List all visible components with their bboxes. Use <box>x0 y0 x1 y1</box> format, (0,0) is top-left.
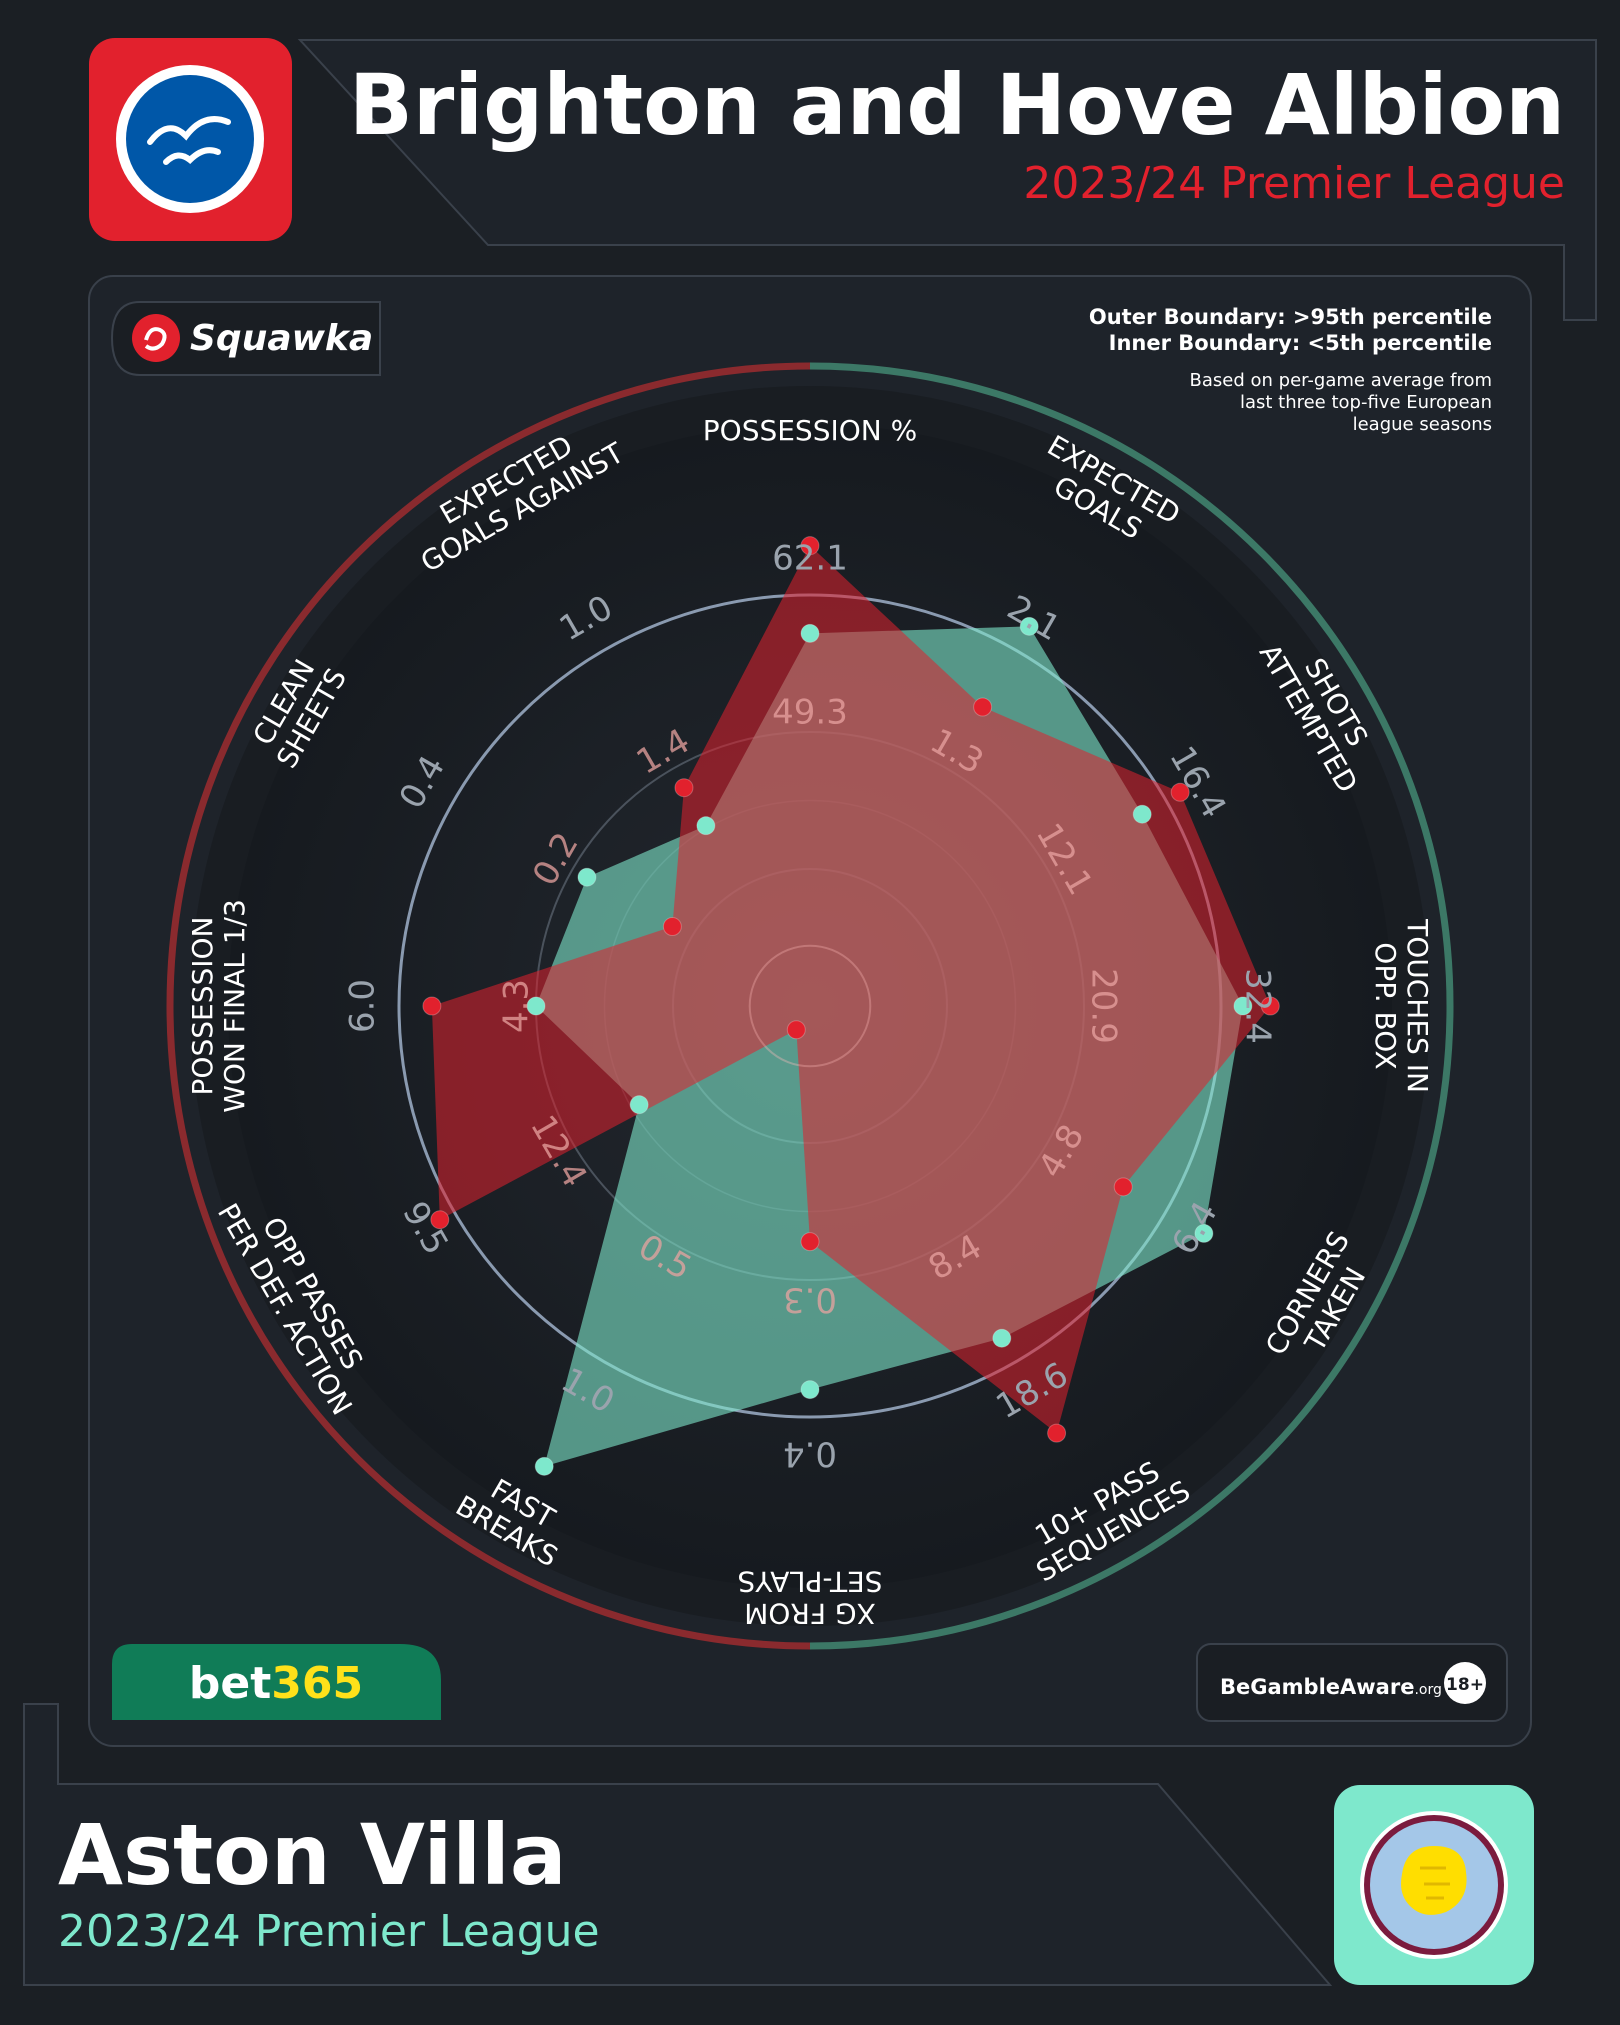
seagull-crest-icon <box>147 116 231 165</box>
header-badge <box>89 38 292 241</box>
data-point-series2-axis10 <box>526 996 546 1016</box>
data-point-series2-axis11 <box>577 867 597 887</box>
data-point-series2-axis9 <box>629 1095 649 1115</box>
tick-label-axis10-2: 6.0 <box>343 979 383 1033</box>
axis-label-10: POSSESSION WON FINAL 1/3 <box>186 899 251 1113</box>
note-basis-line1: Based on per-game average from <box>1190 370 1492 391</box>
axis-label-line-7-2: SET-PLAYS <box>737 1565 882 1598</box>
note-inner-boundary: Inner Boundary: <5th percentile <box>1109 331 1492 355</box>
center-marker <box>748 944 872 1068</box>
gamble-aware-badge: BeGambleAware.org 18+ <box>1196 1643 1508 1722</box>
data-point-series2-axis5 <box>1194 1223 1214 1243</box>
axis-label-line-4-2: OPP. BOX <box>1369 942 1402 1069</box>
data-point-series1-axis10 <box>422 996 442 1016</box>
radar-series <box>422 536 1280 1476</box>
tick-label-axis7-1: 0.3 <box>783 1280 837 1320</box>
axis-label-line-10-1: POSSESSION <box>186 917 219 1096</box>
header-subtitle: 2023/24 Premier League <box>1023 158 1565 209</box>
gamble-aware-name: BeGambleAware <box>1220 1675 1414 1699</box>
sponsor-wordmark-suffix: 365 <box>271 1658 363 1709</box>
data-point-series2-axis2 <box>1019 616 1039 636</box>
tick-label-axis10-1: 4.3 <box>497 979 537 1033</box>
lion-crest-icon <box>1401 1846 1467 1915</box>
outer-arc-team1 <box>166 362 811 1650</box>
tick-label-axis1-1: 49.3 <box>772 693 848 733</box>
data-point-series1-axis1 <box>800 536 820 556</box>
axis-label-line-7-1: XG FROM <box>744 1597 876 1630</box>
gamble-aware-suffix: .org <box>1414 1682 1441 1698</box>
data-point-series2-axis1 <box>800 623 820 643</box>
data-point-series1-axis2 <box>973 697 993 717</box>
data-point-series1-axis6 <box>1047 1423 1067 1443</box>
data-point-series2-axis8 <box>534 1456 554 1476</box>
note-basis-line2: last three top-five European <box>1240 392 1492 413</box>
header-team-name: Brighton and Hove Albion <box>349 56 1565 154</box>
axis-label-1: POSSESSION % <box>703 414 917 447</box>
data-point-series2-axis7 <box>800 1380 820 1400</box>
data-point-series2-axis12 <box>696 816 716 836</box>
tick-label-axis4-1: 20.9 <box>1084 968 1124 1044</box>
squawka-logo: Squawka <box>110 301 381 376</box>
data-point-series2-axis6 <box>992 1328 1012 1348</box>
sponsor-wordmark-prefix: bet <box>189 1658 271 1709</box>
data-point-series1-axis12 <box>674 778 694 798</box>
footer-frame <box>23 1703 1333 1986</box>
gamble-aware-text: BeGambleAware.org <box>1220 1675 1442 1699</box>
axis-label-line-10-2: WON FINAL 1/3 <box>218 899 251 1113</box>
header-frame <box>297 39 1597 321</box>
series-area-1 <box>431 545 1271 1434</box>
tick-label-axis7-2: 0.4 <box>783 1434 837 1474</box>
note-basis-line3: league seasons <box>1353 414 1492 435</box>
data-point-series1-axis7 <box>800 1232 820 1252</box>
data-point-series1-axis5 <box>1113 1177 1133 1197</box>
axis-label-line-4-1: TOUCHES IN <box>1401 918 1434 1093</box>
footer-team-name: Aston Villa <box>58 1806 567 1904</box>
data-point-series1-axis9 <box>430 1210 450 1230</box>
data-point-series1-axis4 <box>1260 996 1280 1016</box>
data-point-series1-axis8 <box>786 1020 806 1040</box>
footer-subtitle: 2023/24 Premier League <box>58 1906 600 1957</box>
data-point-series2-axis4 <box>1233 996 1253 1016</box>
footer-badge <box>1334 1785 1534 1985</box>
data-point-series1-axis11 <box>662 917 682 937</box>
data-point-series2-axis3 <box>1132 804 1152 824</box>
sponsor-wordmark: bet365 <box>189 1658 363 1709</box>
outer-arc-team2 <box>809 362 1454 1650</box>
tick-label-axis1-2: 62.1 <box>772 539 848 579</box>
squawka-wordmark: Squawka <box>190 318 373 359</box>
sponsor-logo: bet365 <box>112 1644 441 1720</box>
tick-label-axis4-2: 32.4 <box>1238 968 1278 1044</box>
age-restriction-badge: 18+ <box>1446 1675 1484 1695</box>
axis-label-line-1-1: POSSESSION % <box>703 414 917 447</box>
note-outer-boundary: Outer Boundary: >95th percentile <box>1089 305 1492 329</box>
data-point-series1-axis3 <box>1170 782 1190 802</box>
